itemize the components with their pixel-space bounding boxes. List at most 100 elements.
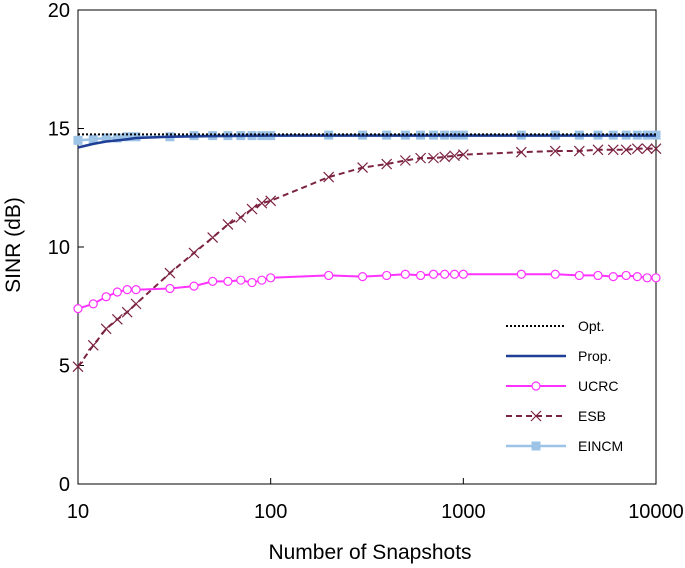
- data-point-ucrc: [574, 270, 584, 281]
- legend-item-opt: Opt.: [506, 318, 604, 334]
- y-tick-label: 0: [59, 474, 70, 496]
- data-point-ucrc: [266, 273, 276, 283]
- data-point-ucrc: [324, 270, 334, 281]
- legend-label: Opt.: [578, 318, 604, 334]
- data-point-esb: [650, 143, 662, 155]
- data-point-esb: [323, 171, 335, 183]
- legend-item-prop: Prop.: [506, 348, 611, 364]
- legend-item-esb: ESB: [506, 408, 606, 424]
- series-line-prop: [77, 134, 656, 149]
- x-tick-label: 100: [254, 501, 287, 523]
- data-point-ucrc: [621, 270, 631, 281]
- series-line-esb: [77, 147, 656, 368]
- data-point-ucrc: [101, 292, 111, 302]
- data-point-esb: [188, 247, 200, 259]
- data-point-ucrc: [415, 270, 426, 281]
- data-point-esb: [457, 149, 469, 160]
- data-point-ucrc: [428, 269, 439, 279]
- data-point-esb: [607, 144, 619, 156]
- data-point-esb: [87, 339, 99, 351]
- data-point-ucrc: [642, 273, 652, 283]
- data-point-ucrc: [236, 275, 246, 285]
- data-point-ucrc: [400, 269, 410, 279]
- series-prop: [77, 134, 656, 149]
- data-point-esb: [428, 152, 439, 164]
- data-point-ucrc: [112, 287, 122, 297]
- data-point-esb: [592, 144, 604, 156]
- data-point-esb: [439, 151, 451, 163]
- data-point-ucrc: [458, 269, 468, 279]
- data-point-ucrc: [357, 272, 368, 282]
- data-point-ucrc: [608, 272, 618, 282]
- data-point-eincm: [73, 135, 83, 145]
- data-point-ucrc: [165, 283, 175, 294]
- data-point-ucrc: [257, 275, 267, 285]
- y-tick-label: 10: [48, 237, 70, 259]
- data-point-ucrc: [208, 276, 218, 286]
- data-point-esb: [381, 158, 393, 170]
- data-point-ucrc: [449, 269, 460, 279]
- data-point-eincm: [122, 132, 132, 142]
- data-point-esb: [449, 150, 460, 162]
- data-point-ucrc: [593, 270, 603, 281]
- y-tick-label: 20: [48, 0, 70, 22]
- data-point-eincm: [112, 133, 122, 143]
- data-point-esb: [130, 298, 142, 310]
- data-point-esb: [164, 267, 176, 279]
- legend-label: EINCM: [578, 438, 623, 454]
- data-point-esb: [256, 197, 268, 209]
- data-point-esb: [265, 195, 277, 207]
- series-esb: [72, 143, 662, 373]
- data-point-esb: [222, 219, 234, 230]
- data-point-ucrc: [88, 299, 98, 309]
- data-point-esb: [415, 152, 427, 164]
- data-point-eincm: [101, 133, 111, 143]
- legend-item-ucrc: UCRC: [506, 378, 618, 394]
- data-point-ucrc: [550, 269, 560, 279]
- data-point-esb: [72, 361, 84, 373]
- x-tick-label: 10000: [628, 501, 684, 523]
- data-point-ucrc: [131, 285, 141, 295]
- legend-label: ESB: [578, 408, 606, 424]
- data-point-ucrc: [247, 277, 257, 288]
- data-point-esb: [515, 146, 527, 158]
- data-point-esb: [631, 143, 643, 155]
- y-tick-label: 15: [48, 119, 70, 141]
- x-tick-label: 1000: [441, 501, 486, 523]
- data-point-esb: [549, 145, 561, 157]
- legend-marker: [531, 381, 541, 391]
- x-tick-label: 10: [67, 501, 89, 523]
- legend-marker: [530, 410, 542, 422]
- data-point-ucrc: [632, 272, 642, 282]
- data-point-ucrc: [122, 285, 132, 295]
- x-axis-title: Number of Snapshots: [268, 541, 471, 564]
- data-point-ucrc: [382, 270, 392, 281]
- series-ucrc: [73, 269, 661, 314]
- legend-label: UCRC: [578, 378, 618, 394]
- data-point-ucrc: [651, 273, 661, 283]
- data-point-esb: [357, 162, 369, 174]
- data-point-esb: [399, 155, 411, 166]
- data-point-esb: [207, 232, 219, 243]
- legend-label: Prop.: [578, 348, 611, 364]
- data-point-esb: [246, 203, 258, 215]
- plot-frame: [77, 9, 657, 485]
- data-point-esb: [620, 144, 632, 156]
- data-point-esb: [100, 323, 112, 335]
- data-point-ucrc: [440, 269, 450, 279]
- data-point-esb: [573, 145, 585, 157]
- data-point-esb: [641, 143, 653, 155]
- data-point-eincm: [88, 134, 98, 144]
- y-axis-title: SINR (dB): [2, 197, 25, 293]
- data-point-ucrc: [516, 269, 526, 279]
- y-tick-label: 5: [59, 356, 70, 378]
- legend-item-eincm: EINCM: [506, 438, 623, 454]
- data-point-esb: [121, 306, 133, 318]
- data-point-esb: [235, 211, 247, 223]
- data-point-ucrc: [223, 276, 233, 286]
- data-point-ucrc: [189, 281, 199, 291]
- data-point-ucrc: [73, 304, 83, 314]
- legend-marker: [531, 441, 541, 451]
- data-point-esb: [111, 313, 123, 325]
